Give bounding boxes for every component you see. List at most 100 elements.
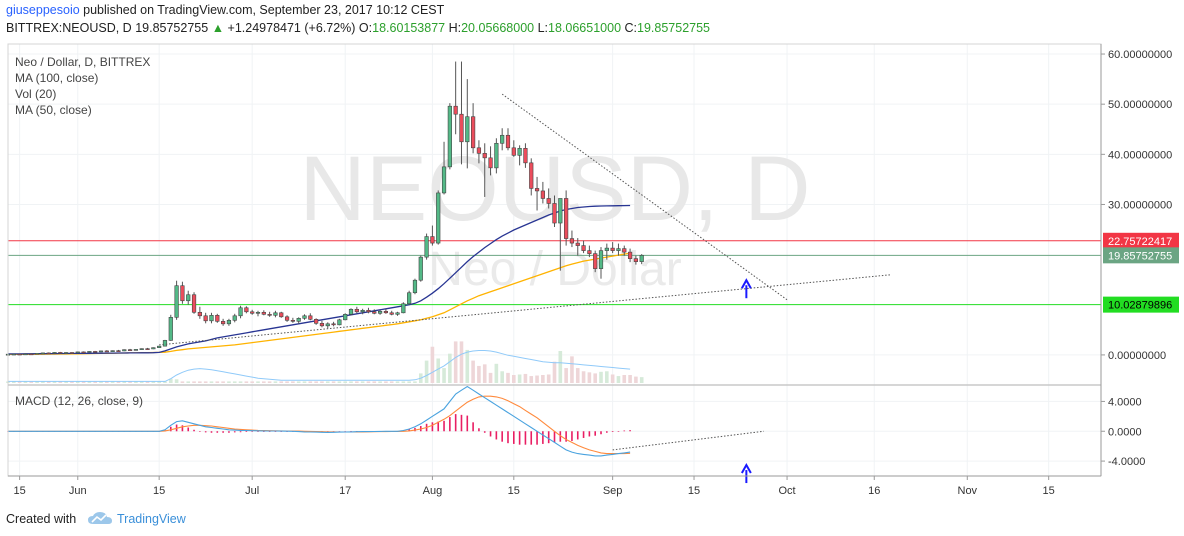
legend-macd[interactable]: MACD (12, 26, close, 9) <box>15 394 143 408</box>
candle-body <box>226 320 232 325</box>
candle-body <box>424 236 429 258</box>
macd-histogram-bar <box>501 431 503 442</box>
volume-bar <box>628 375 632 383</box>
candle-body <box>604 247 609 251</box>
price-marker-badge <box>1103 232 1179 249</box>
price-marker-lines <box>8 240 1101 306</box>
legend-ma100[interactable]: MA (100, close) <box>15 71 98 85</box>
author-link[interactable]: giuseppesoio <box>6 3 80 17</box>
candle-body <box>581 245 586 251</box>
volume-bar <box>349 381 353 383</box>
candle-body <box>325 323 330 327</box>
price-marker-text: 22.75722417 <box>1108 236 1172 248</box>
volume-bar <box>610 374 615 383</box>
volume-bar <box>256 381 260 383</box>
macd-histogram-bar <box>431 422 434 432</box>
macd-histogram-bar <box>478 428 480 432</box>
time-tick-label: Aug <box>423 485 443 497</box>
macd-histogram-bar <box>268 431 271 432</box>
volume-bar <box>209 381 214 383</box>
candle-body <box>354 308 359 313</box>
candle-body <box>465 116 470 143</box>
tradingview-cloud-icon <box>88 512 112 524</box>
close-label: C: <box>624 21 638 35</box>
volume-bar <box>70 381 74 383</box>
macd-histogram-bar <box>443 420 445 432</box>
volume-bar <box>587 372 592 383</box>
last-price: 19.85752755 <box>135 21 209 35</box>
volume-bar <box>250 381 254 383</box>
candle-body <box>476 147 482 154</box>
candle-body <box>145 348 150 350</box>
volume-bar <box>442 368 446 383</box>
volume-bar <box>465 349 470 383</box>
candle-body <box>75 351 80 354</box>
price-marker-text: 19.85752755 <box>1108 250 1172 262</box>
candle-body <box>331 323 336 326</box>
candle-body <box>93 351 98 353</box>
legend-vol[interactable]: Vol (20) <box>15 87 56 101</box>
volume-bar <box>401 381 406 383</box>
volume-bar <box>372 381 377 383</box>
macd-histogram-bar <box>454 414 457 432</box>
volume-bar <box>267 381 272 383</box>
volume-bar <box>23 381 28 383</box>
publish-line: giuseppesoio published on TradingView.co… <box>6 3 444 17</box>
time-tick-label: 15 <box>153 485 165 497</box>
macd-histogram-bar <box>466 415 469 432</box>
volume-bar <box>581 371 586 383</box>
candle-body <box>133 349 139 351</box>
candle-body <box>255 311 261 314</box>
open-label: O: <box>358 21 373 35</box>
volume-bar <box>488 372 493 383</box>
volume-bar <box>262 381 266 383</box>
volume-bar <box>296 381 301 383</box>
candle-body <box>273 312 278 316</box>
volume-bar <box>41 381 45 383</box>
price-axis[interactable]: 60.00000000 50.00000000 40.00000000 30.0000… <box>1101 49 1172 362</box>
candle-body <box>639 255 644 262</box>
candle-body <box>87 351 92 353</box>
candle-body <box>139 348 144 350</box>
macd-histogram <box>7 414 631 445</box>
volume-bar <box>52 381 57 383</box>
tradingview-link[interactable]: TradingView <box>117 512 186 526</box>
volume-bar <box>203 381 208 383</box>
candle-body <box>17 353 22 356</box>
macd-axis[interactable]: 4.0000 0.0000 -4.0000 <box>1101 396 1145 468</box>
macd-histogram-bar <box>594 431 596 436</box>
candle-body <box>64 352 69 354</box>
macd-histogram-bar <box>489 431 492 437</box>
volume-bar <box>168 378 173 383</box>
price-marker-badge <box>1103 296 1179 313</box>
candle-body <box>186 294 191 302</box>
trendline <box>612 430 764 451</box>
candle-body <box>383 310 389 314</box>
macd-histogram-bar <box>216 431 219 433</box>
volume-bar <box>291 381 295 383</box>
macd-histogram-bar <box>472 422 474 432</box>
macd-histogram-bar <box>576 431 579 440</box>
arrow-head <box>740 278 752 289</box>
time-tick-label: Nov <box>958 485 978 497</box>
volume-bar <box>512 375 516 383</box>
macd-histogram-bar <box>408 429 410 432</box>
macd-histogram-bar <box>530 431 533 445</box>
candle-body <box>98 350 104 353</box>
volume-bar <box>192 381 196 383</box>
legend-title[interactable]: Neo / Dollar, D, BITTREX <box>15 55 150 69</box>
volume-bar <box>389 381 394 383</box>
volume-bar <box>29 381 34 383</box>
trendlines <box>159 93 892 451</box>
volume-bar <box>12 381 16 383</box>
candle-body <box>261 311 266 315</box>
legend-ma50[interactable]: MA (50, close) <box>15 103 92 117</box>
candle-body <box>436 192 441 244</box>
volume-bar <box>575 368 580 383</box>
candle-body <box>401 303 406 314</box>
time-tick-label: Jun <box>69 485 87 497</box>
volume-bar <box>593 373 597 383</box>
candle-body <box>540 190 545 199</box>
time-axis[interactable]: 15 Jun 15 Jul 17 Aug 15 Sep 15 Oct 16 Nov 15 <box>14 476 1055 497</box>
